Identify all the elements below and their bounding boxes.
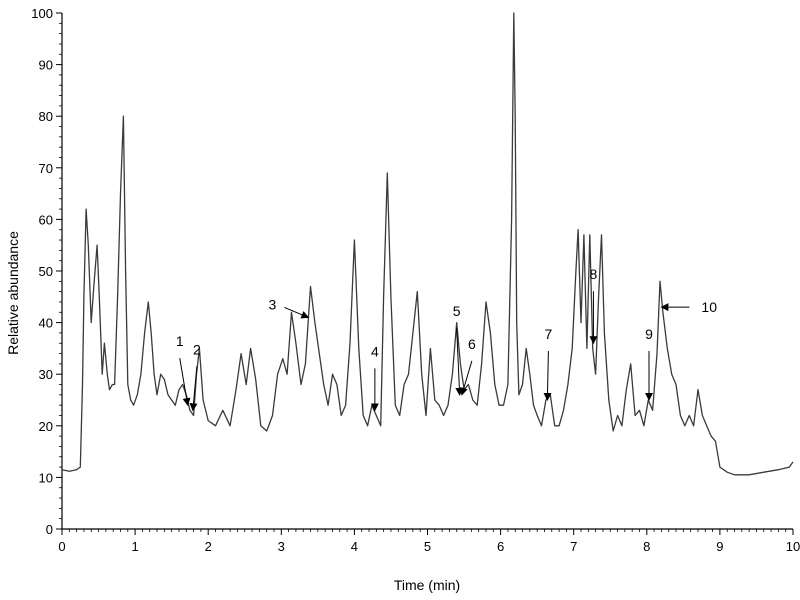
peak-label: 4	[371, 343, 379, 359]
peak-label: 7	[544, 326, 552, 342]
y-axis-title: Relative abundance	[5, 231, 21, 355]
peak-label: 5	[453, 303, 461, 319]
x-tick-label: 10	[786, 539, 800, 554]
peak-label: 9	[645, 326, 653, 342]
y-tick-label: 10	[39, 470, 53, 485]
annotation-arrow	[179, 358, 191, 407]
x-axis-title: Time (min)	[394, 577, 460, 593]
peak-label: 6	[468, 336, 476, 352]
x-tick-label: 1	[131, 539, 138, 554]
y-tick-label: 100	[31, 6, 53, 21]
x-tick-label: 3	[278, 539, 285, 554]
annotation-arrow	[459, 360, 473, 396]
y-tick-label: 80	[39, 109, 53, 124]
y-tick-label: 0	[46, 522, 53, 537]
peak-label: 8	[590, 266, 598, 282]
annotation-arrow	[284, 306, 310, 319]
series	[61, 12, 794, 476]
annotation-arrow	[189, 366, 198, 412]
peak-label: 2	[193, 341, 201, 357]
x-tick-label: 4	[351, 539, 358, 554]
x-tick-label: 7	[570, 539, 577, 554]
peak-label: 10	[701, 299, 717, 315]
peak-label: 1	[176, 333, 184, 349]
y-tick-label: 30	[39, 367, 53, 382]
x-tick-label: 0	[58, 539, 65, 554]
annotation-arrow	[455, 327, 464, 396]
x-tick-label: 9	[716, 539, 723, 554]
x-tick-label: 5	[424, 539, 431, 554]
y-tick-label: 50	[39, 264, 53, 279]
x-tick-label: 6	[497, 539, 504, 554]
annotation-arrow	[543, 350, 552, 401]
y-tick-label: 90	[39, 58, 53, 73]
annotations: 12 3 4 5 6 7 8 9 10	[176, 266, 717, 412]
y-tick-label: 60	[39, 212, 53, 227]
peak-label: 3	[269, 296, 277, 312]
y-tick-label: 40	[39, 316, 53, 331]
axes	[61, 13, 793, 530]
y-tick-label: 70	[39, 161, 53, 176]
y-tick-label: 20	[39, 419, 53, 434]
x-tick-label: 8	[643, 539, 650, 554]
series-line	[61, 12, 794, 476]
x-tick-label: 2	[205, 539, 212, 554]
